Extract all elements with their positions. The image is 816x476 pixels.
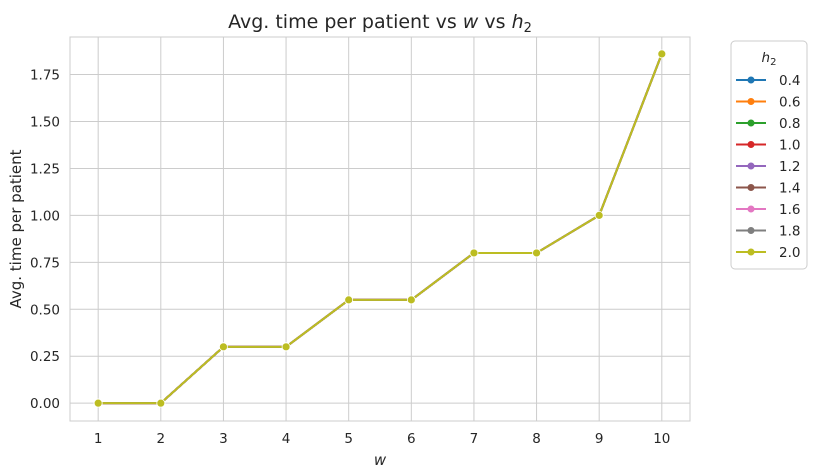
- legend-marker: [747, 76, 755, 84]
- data-point: [532, 248, 541, 258]
- legend-label: 0.8: [779, 116, 800, 132]
- legend-item: 1.8: [736, 224, 800, 240]
- chart-title-mid: vs: [484, 11, 505, 33]
- y-tick-label: 0.50: [30, 302, 60, 318]
- legend-title: h2: [762, 50, 777, 68]
- legend-marker: [747, 119, 755, 127]
- data-point: [156, 398, 166, 408]
- legend-label: 1.6: [779, 202, 800, 218]
- series-layer: [93, 49, 667, 408]
- plot-area: [69, 36, 691, 422]
- legend-item: 0.6: [736, 95, 800, 111]
- y-tick-label: 1.75: [30, 68, 60, 84]
- data-point: [219, 342, 228, 352]
- x-axis-label: w: [374, 451, 387, 469]
- legend-label: 0.4: [779, 73, 800, 89]
- legend-label: 1.8: [779, 224, 800, 240]
- legend-items: 0.4 0.6 0.8 1.0 1.2 1.4 1.6 1.8 2.0: [736, 73, 800, 261]
- x-tick-label: 10: [653, 431, 670, 447]
- legend-label: 0.6: [779, 95, 800, 111]
- x-tick-label: 7: [470, 431, 479, 447]
- legend-marker: [747, 227, 755, 234]
- y-tick-label: 0.75: [30, 255, 60, 271]
- legend-label: 2.0: [779, 245, 800, 261]
- x-tick-label: 8: [532, 431, 541, 447]
- y-tick-label: 1.25: [30, 161, 60, 177]
- legend-marker: [747, 184, 755, 191]
- legend-title-sub: 2: [770, 57, 776, 68]
- x-axis-ticks: 1 2 3 4 5 6 7 8 9 10: [94, 431, 671, 447]
- y-tick-label: 0.25: [30, 349, 60, 365]
- legend-item: 1.0: [736, 138, 800, 154]
- y-axis-ticks: 0.00 0.25 0.50 0.75 1.00 1.25 1.50 1.75: [30, 68, 60, 413]
- x-tick-label: 6: [407, 431, 416, 447]
- legend-marker: [747, 162, 755, 170]
- chart-title-var-w: w: [463, 11, 479, 33]
- grid: [70, 37, 690, 421]
- x-tick-label: 2: [157, 431, 166, 447]
- x-tick-label: 4: [282, 431, 291, 447]
- x-tick-label: 5: [344, 431, 353, 447]
- chart-title-var-h-sub: 2: [524, 21, 532, 36]
- chart-title-var-h: h: [512, 11, 524, 33]
- y-axis-label: Avg. time per patient: [7, 149, 25, 308]
- legend-item: 2.0: [736, 245, 800, 261]
- legend-item: 0.8: [736, 116, 800, 132]
- series-line: [98, 53, 663, 405]
- legend-item: 1.2: [736, 159, 800, 175]
- legend-marker: [747, 141, 755, 148]
- data-point: [93, 398, 103, 408]
- legend-title-var: h: [762, 50, 771, 66]
- data-point: [594, 210, 604, 220]
- x-tick-label: 3: [219, 431, 228, 447]
- legend-item: 1.4: [736, 181, 800, 197]
- x-tick-label: 9: [595, 431, 604, 447]
- legend-marker: [747, 248, 755, 256]
- legend-item: 0.4: [736, 73, 800, 89]
- legend-marker: [747, 98, 755, 105]
- legend-label: 1.2: [779, 159, 800, 175]
- legend-marker: [747, 205, 755, 213]
- data-point: [657, 49, 667, 59]
- chart-title: Avg. time per patient vs w vs h2: [228, 11, 532, 36]
- y-tick-label: 0.00: [30, 396, 60, 412]
- series-2.0: [93, 49, 667, 408]
- data-point: [469, 248, 479, 258]
- legend: h2 0.4 0.6 0.8 1.0 1.2 1.4 1.6 1.8 2.0: [730, 40, 808, 270]
- data-point: [281, 342, 291, 352]
- legend-item: 1.6: [736, 202, 800, 218]
- data-point: [406, 295, 416, 305]
- legend-label: 1.4: [779, 181, 800, 197]
- y-tick-label: 1.00: [30, 208, 60, 224]
- y-tick-label: 1.50: [30, 114, 60, 130]
- x-tick-label: 1: [94, 431, 103, 447]
- legend-label: 1.0: [779, 138, 800, 154]
- data-point: [344, 295, 354, 305]
- chart-title-text: Avg. time per patient vs: [228, 11, 457, 33]
